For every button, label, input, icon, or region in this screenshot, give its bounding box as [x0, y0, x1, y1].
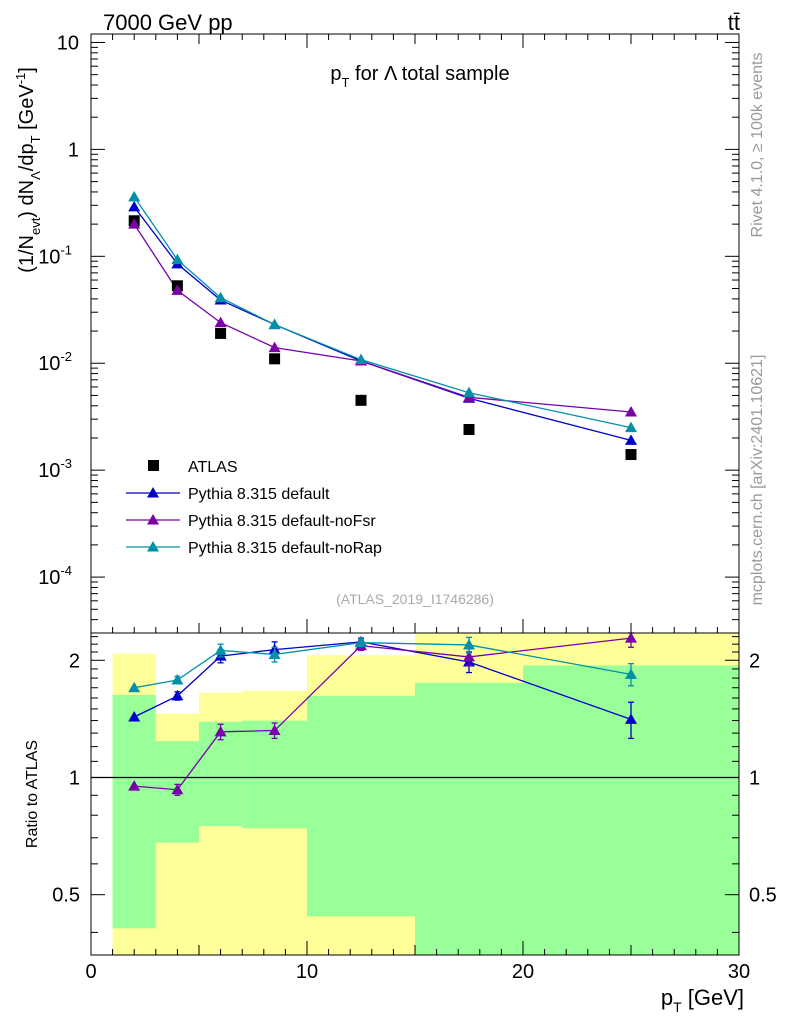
ratio-y-tick-label-right: 2	[749, 650, 760, 672]
noFsr-ratio-point	[171, 783, 184, 795]
legend-marker-atlas	[148, 460, 159, 471]
ratio-panel: 0.5 0.5 1 1 2 2 0 10 20 30 Ratio to ATLAS pT [Ge…	[24, 632, 777, 1015]
x-tick-label: 20	[512, 961, 534, 983]
noFsr-point	[171, 284, 184, 295]
noRap-point	[463, 386, 475, 398]
ratio-y-tick-label-right: 0.5	[749, 885, 777, 907]
y-tick-label: 10	[57, 32, 79, 54]
legend-label-noFsr: Pythia 8.315 default-noFsr	[188, 513, 376, 530]
spectrum-y-axis: 10 1 10-1 10-2 10-3 10-4	[38, 32, 739, 634]
noFsr-ratio-point	[268, 724, 281, 736]
legend-marker-noFsr	[147, 514, 159, 525]
legend-marker-default	[147, 487, 159, 498]
y-tick-label: 10-1	[38, 242, 72, 268]
ratio-series	[128, 632, 637, 796]
noRap-point	[171, 253, 184, 265]
noRap-point	[214, 291, 227, 303]
atlas-point	[355, 394, 367, 406]
spectrum-series	[128, 190, 637, 461]
ratio-y-tick-label: 1	[69, 767, 80, 789]
legend: ATLAS Pythia 8.315 default Pythia 8.315 de…	[126, 459, 382, 557]
noFsr-ratio-point	[463, 650, 475, 662]
ratio-y-axis: 0.5 0.5 1 1 2 2	[52, 636, 777, 933]
noRap-ratio-point	[128, 681, 141, 693]
spectrum-y-axis-label: (1/Nevt) dNΛ/dpT [GeV-1]	[13, 67, 43, 273]
noRap-point	[128, 190, 141, 202]
legend-label-noRap: Pythia 8.315 default-noRap	[188, 540, 382, 557]
noRap-ratio-point	[625, 668, 637, 679]
ratio-uncertainty-bands	[112, 633, 739, 955]
noRap-ratio-point	[214, 644, 227, 655]
noRap-ratio-point	[268, 648, 281, 659]
noFsr-curve	[133, 223, 632, 413]
y-tick-label: 10-4	[38, 563, 72, 589]
y-tick-label: 10-3	[38, 456, 72, 482]
default-point	[625, 434, 637, 445]
ratio-y-tick-label-right: 1	[749, 767, 760, 789]
y-tick-label: 1	[68, 139, 79, 161]
legend-label-atlas: ATLAS	[188, 459, 238, 476]
noRap-point	[625, 421, 637, 433]
green-band	[112, 694, 156, 929]
default-ratio-point	[171, 689, 184, 701]
x-tick-label: 30	[728, 961, 750, 983]
x-tick-label: 0	[85, 961, 96, 983]
atlas-point	[463, 424, 475, 436]
atlas-point	[215, 327, 227, 339]
legend-label-default: Pythia 8.315 default	[188, 486, 330, 503]
x-tick-label: 10	[296, 961, 318, 983]
noFsr-point	[625, 405, 637, 417]
default-ratio-point	[625, 713, 637, 724]
noRap-point	[268, 318, 281, 330]
noFsr-point	[128, 218, 141, 229]
atlas-point	[269, 353, 281, 365]
noFsr-ratio-point	[625, 632, 637, 643]
analysis-watermark: (ATLAS_2019_I1746286)	[336, 591, 494, 607]
atlas-point	[625, 449, 637, 461]
noRap-ratio-point	[355, 636, 367, 648]
x-axis-label: pT [GeV]	[661, 985, 744, 1015]
y-tick-label: 10-2	[38, 349, 72, 375]
mcplots-source-label: mcplots.cern.ch [arXiv:2401.10621]	[749, 355, 766, 606]
ratio-y-tick-label: 0.5	[52, 885, 80, 907]
noFsr-ratio-point	[214, 725, 227, 737]
noFsr-ratio-point	[128, 780, 141, 791]
green-band	[307, 695, 415, 917]
spectrum-panel: 10 1 10-1 10-2 10-3 10-4 pT for Λ total sampl…	[13, 32, 740, 634]
noRap-ratio-point	[171, 673, 184, 685]
process-label: tt̄	[728, 10, 740, 35]
collision-label: 7000 GeV pp	[103, 10, 233, 35]
spectrum-x-ticks	[90, 34, 740, 633]
noRap-curve	[133, 196, 632, 429]
ratio-y-axis-label: Ratio to ATLAS	[24, 740, 41, 848]
rivet-version-label: Rivet 4.1.0, ≥ 100k events	[749, 53, 766, 238]
noFsr-point	[268, 341, 281, 353]
noRap-ratio-point	[463, 638, 475, 650]
plot-title: pT for Λ total sample	[330, 63, 509, 90]
noRap-point	[355, 353, 367, 365]
ratio-y-tick-label: 2	[69, 650, 80, 672]
default-point	[128, 200, 141, 212]
green-band	[415, 682, 523, 955]
ratio-x-axis: 0 10 20 30	[85, 941, 750, 983]
legend-marker-noRap	[147, 541, 159, 552]
default-ratio-point	[128, 710, 141, 722]
noFsr-point	[214, 316, 227, 328]
